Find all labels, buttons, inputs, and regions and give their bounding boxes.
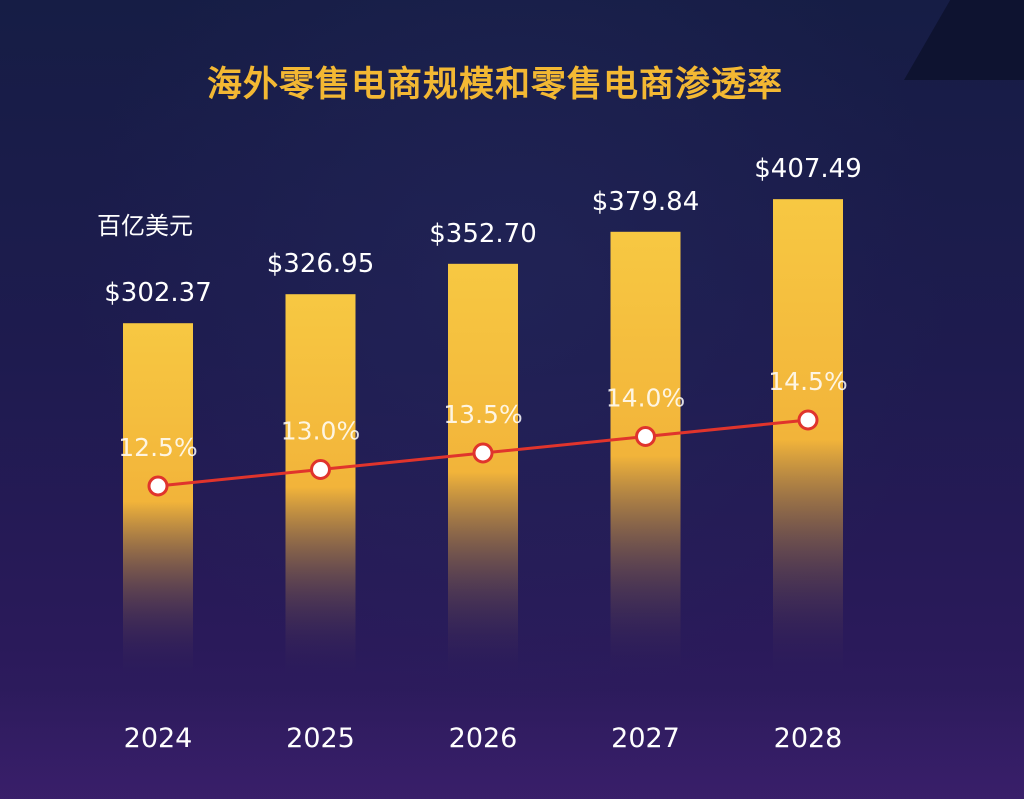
line-value-label-2025: 13.0% — [281, 417, 360, 446]
bars-layer — [123, 199, 843, 680]
line-value-label-2028: 14.5% — [768, 367, 847, 396]
line-value-label-2024: 12.5% — [118, 433, 197, 462]
bar-value-label-2024: $302.37 — [104, 278, 212, 308]
bar-2026 — [448, 263, 518, 680]
line-point-2026 — [472, 442, 494, 464]
bar-value-label-2027: $379.84 — [592, 187, 700, 217]
bottom-decoration — [0, 690, 1024, 799]
unit-label: 百亿美元 — [97, 212, 193, 240]
line-point-2027 — [635, 426, 656, 447]
x-tick-label-2026: 2026 — [449, 723, 518, 754]
x-tick-label-2024: 2024 — [124, 723, 193, 754]
x-tick-label-2025: 2025 — [286, 723, 355, 754]
x-tick-label-2027: 2027 — [611, 723, 680, 754]
bar-2025 — [285, 294, 356, 680]
bar-2027 — [610, 231, 681, 680]
bar-value-label-2025: $326.95 — [267, 249, 375, 279]
line-layer — [147, 409, 819, 497]
line-point-2024 — [147, 475, 169, 497]
line-value-label-2026: 13.5% — [443, 400, 522, 429]
line-point-2028 — [797, 409, 819, 431]
line-point-2025 — [310, 459, 331, 480]
bar-2024 — [123, 323, 193, 680]
chart-title: 海外零售电商规模和零售电商渗透率 — [206, 65, 783, 105]
x-tick-label-2028: 2028 — [774, 723, 843, 754]
labels-layer: $302.37 2024 $326.95 2025 $352.70 2026 $379.84… — [104, 154, 862, 754]
bar-2028 — [773, 199, 843, 680]
bar-value-label-2028: $407.49 — [754, 154, 862, 184]
bar-value-label-2026: $352.70 — [429, 219, 537, 249]
line-value-label-2027: 14.0% — [606, 384, 685, 413]
